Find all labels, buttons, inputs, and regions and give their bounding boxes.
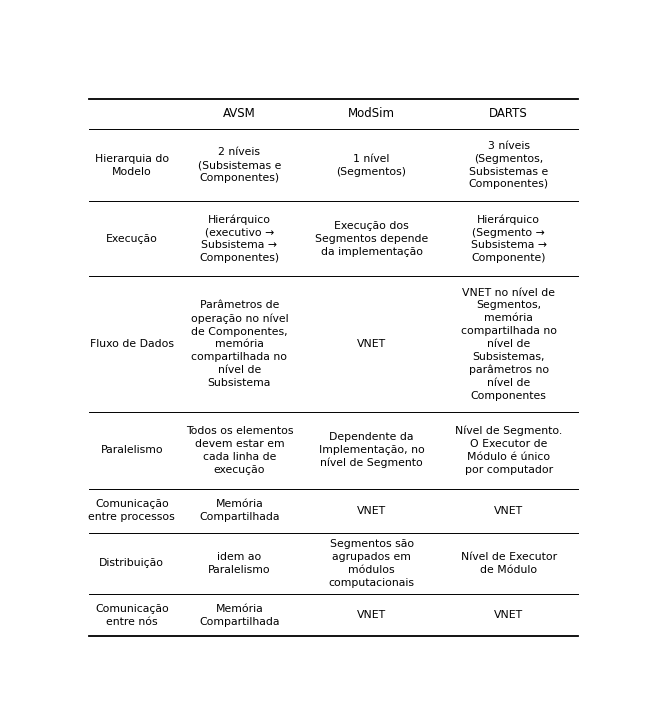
Text: Fluxo de Dados: Fluxo de Dados: [90, 339, 174, 349]
Text: Distribuição: Distribuição: [99, 558, 164, 568]
Text: Comunicação
entre processos: Comunicação entre processos: [89, 499, 175, 522]
Text: ModSim: ModSim: [348, 107, 395, 120]
Text: Memória
Compartilhada: Memória Compartilhada: [199, 499, 280, 522]
Text: VNET: VNET: [357, 505, 386, 516]
Text: Todos os elementos
devem estar em
cada linha de
execução: Todos os elementos devem estar em cada l…: [186, 426, 293, 474]
Text: Comunicação
entre nós: Comunicação entre nós: [95, 604, 169, 626]
Text: AVSM: AVSM: [223, 107, 256, 120]
Text: VNET: VNET: [494, 610, 523, 620]
Text: 3 níveis
(Segmentos,
Subsistemas e
Componentes): 3 níveis (Segmentos, Subsistemas e Compo…: [469, 141, 549, 189]
Text: DARTS: DARTS: [489, 107, 528, 120]
Text: Execução dos
Segmentos depende
da implementação: Execução dos Segmentos depende da implem…: [315, 221, 428, 256]
Text: VNET: VNET: [357, 339, 386, 349]
Text: idem ao
Paralelismo: idem ao Paralelismo: [208, 552, 271, 575]
Text: Paralelismo: Paralelismo: [100, 445, 163, 455]
Text: Dependente da
Implementação, no
nível de Segmento: Dependente da Implementação, no nível de…: [319, 432, 424, 469]
Text: 1 nível
(Segmentos): 1 nível (Segmentos): [337, 154, 407, 176]
Text: Nível de Executor
de Módulo: Nível de Executor de Módulo: [460, 552, 557, 575]
Text: Hierarquia do
Modelo: Hierarquia do Modelo: [94, 154, 169, 176]
Text: Segmentos são
agrupados em
módulos
computacionais: Segmentos são agrupados em módulos compu…: [329, 539, 415, 588]
Text: Hierárquico
(executivo →
Subsistema →
Componentes): Hierárquico (executivo → Subsistema → Co…: [199, 215, 279, 264]
Text: VNET: VNET: [357, 610, 386, 620]
Text: Memória
Compartilhada: Memória Compartilhada: [199, 604, 280, 626]
Text: Hierárquico
(Segmento →
Subsistema →
Componente): Hierárquico (Segmento → Subsistema → Com…: [471, 215, 547, 264]
Text: VNET: VNET: [494, 505, 523, 516]
Text: Execução: Execução: [106, 234, 158, 244]
Text: 2 níveis
(Subsistemas e
Componentes): 2 níveis (Subsistemas e Componentes): [198, 148, 281, 183]
Text: Nível de Segmento.
O Executor de
Módulo é único
por computador: Nível de Segmento. O Executor de Módulo …: [455, 426, 562, 474]
Text: Parâmetros de
operação no nível
de Componentes,
memória
compartilhada no
nível d: Parâmetros de operação no nível de Compo…: [191, 300, 288, 388]
Text: VNET no nível de
Segmentos,
memória
compartilhada no
nível de
Subsistemas,
parâm: VNET no nível de Segmentos, memória comp…: [461, 287, 557, 400]
